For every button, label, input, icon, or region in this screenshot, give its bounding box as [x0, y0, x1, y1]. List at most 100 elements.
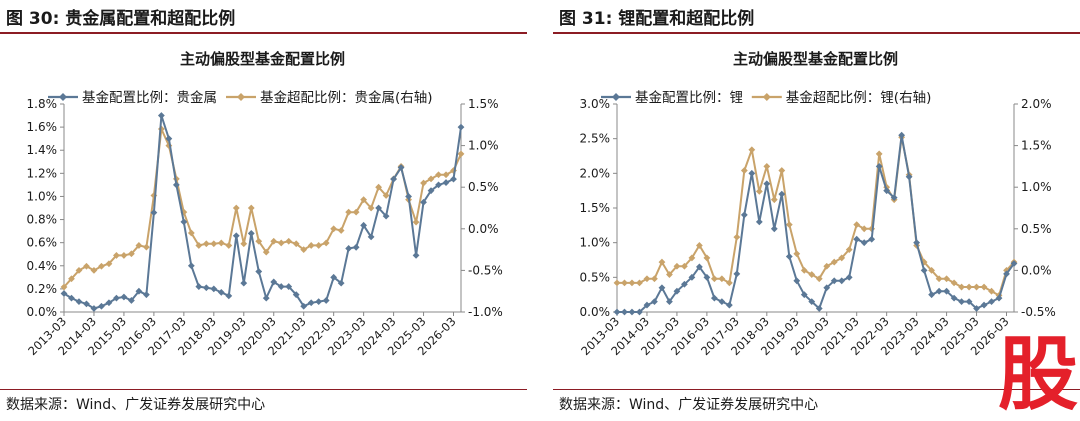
- data-point: [277, 283, 285, 290]
- data-point: [770, 225, 778, 233]
- y-left-tick-label: 0.5%: [580, 270, 611, 284]
- series-line: [617, 136, 1015, 297]
- data-point: [150, 209, 158, 217]
- data-point: [800, 291, 808, 299]
- data-point: [337, 279, 345, 287]
- data-point: [830, 277, 838, 285]
- data-point: [142, 291, 150, 299]
- data-point: [613, 279, 621, 287]
- title-rule: [553, 32, 1080, 34]
- data-point: [195, 242, 203, 249]
- data-point: [1003, 270, 1010, 278]
- data-point: [187, 229, 195, 237]
- data-point: [300, 246, 308, 253]
- data-point: [255, 237, 263, 245]
- data-point: [270, 237, 278, 245]
- data-point: [808, 298, 816, 305]
- series-allocation: [613, 131, 1018, 316]
- data-point: [277, 239, 285, 247]
- data-point: [703, 254, 711, 262]
- data-point: [450, 175, 457, 183]
- data-point: [375, 183, 383, 191]
- data-point: [673, 287, 681, 295]
- data-point: [75, 267, 83, 274]
- data-point: [68, 294, 75, 302]
- legend-label: 基金配置比例：贵金属: [82, 89, 217, 106]
- data-point: [397, 164, 405, 171]
- data-point: [935, 275, 943, 283]
- data-point: [367, 233, 375, 241]
- data-point: [195, 283, 203, 290]
- data-point: [292, 291, 300, 299]
- y-left-tick-label: 0.6%: [27, 236, 58, 250]
- y-left-tick-label: 0.0%: [580, 305, 611, 319]
- data-point: [718, 275, 726, 283]
- data-point: [823, 284, 831, 292]
- data-point: [838, 277, 846, 285]
- data-point: [157, 125, 165, 133]
- data-point: [382, 192, 390, 199]
- data-point: [412, 251, 420, 259]
- data-point: [172, 181, 180, 189]
- data-point: [973, 283, 980, 291]
- data-point: [128, 297, 135, 304]
- data-point: [920, 267, 928, 274]
- data-point: [778, 190, 786, 198]
- data-point: [928, 291, 936, 299]
- data-point: [965, 298, 973, 305]
- data-point: [60, 290, 68, 297]
- y-left-tick-label: 2.5%: [580, 132, 611, 146]
- figure-title: 图 31: 锂配置和超配比例: [559, 9, 755, 29]
- data-point: [165, 142, 173, 149]
- y-left-tick-label: 1.0%: [580, 236, 611, 250]
- y-left-tick-label: 1.0%: [27, 189, 58, 203]
- data-point: [733, 270, 741, 278]
- data-point: [755, 187, 763, 195]
- data-point: [322, 239, 330, 247]
- legend-marker: [59, 93, 67, 101]
- figure-title: 图 30: 贵金属配置和超配比例: [6, 9, 236, 29]
- data-point: [330, 225, 338, 233]
- data-point: [950, 294, 958, 302]
- data-point: [651, 275, 658, 283]
- y-right-tick-label: -0.5%: [468, 263, 503, 277]
- series-overweight: [60, 125, 465, 291]
- data-point: [1010, 260, 1018, 267]
- data-point: [688, 254, 696, 262]
- data-point: [950, 279, 958, 287]
- y-right-tick-label: 1.5%: [1021, 139, 1052, 153]
- data-point: [90, 305, 98, 312]
- data-point: [232, 232, 240, 240]
- data-point: [666, 271, 673, 278]
- data-point: [830, 258, 838, 266]
- data-point: [105, 260, 113, 268]
- data-point: [240, 279, 248, 287]
- y-left-tick-label: 3.0%: [580, 97, 611, 111]
- data-point: [815, 275, 823, 283]
- data-point: [703, 273, 711, 281]
- data-point: [255, 268, 263, 275]
- data-point: [427, 187, 435, 195]
- data-point: [217, 239, 225, 247]
- data-point: [345, 245, 353, 252]
- y-right-tick-label: 1.0%: [1021, 180, 1052, 194]
- data-point: [636, 308, 643, 316]
- data-point: [875, 163, 883, 170]
- data-point: [958, 283, 965, 291]
- data-point: [681, 280, 688, 288]
- data-point: [995, 294, 1003, 302]
- legend-item: 基金超配比例：贵金属(右轴): [226, 89, 433, 106]
- y-left-tick-label: 0.0%: [27, 305, 58, 319]
- y-left-tick-label: 0.2%: [27, 282, 58, 296]
- data-point: [853, 235, 861, 243]
- data-point: [113, 294, 120, 302]
- data-point: [315, 242, 323, 249]
- series-line: [63, 128, 462, 288]
- y-left-tick-label: 0.4%: [27, 259, 58, 273]
- data-point: [217, 288, 225, 296]
- data-point: [988, 298, 995, 305]
- data-point: [905, 173, 913, 181]
- data-point: [613, 308, 621, 316]
- watermark-stamp: 股: [998, 328, 1078, 421]
- data-point: [658, 258, 666, 266]
